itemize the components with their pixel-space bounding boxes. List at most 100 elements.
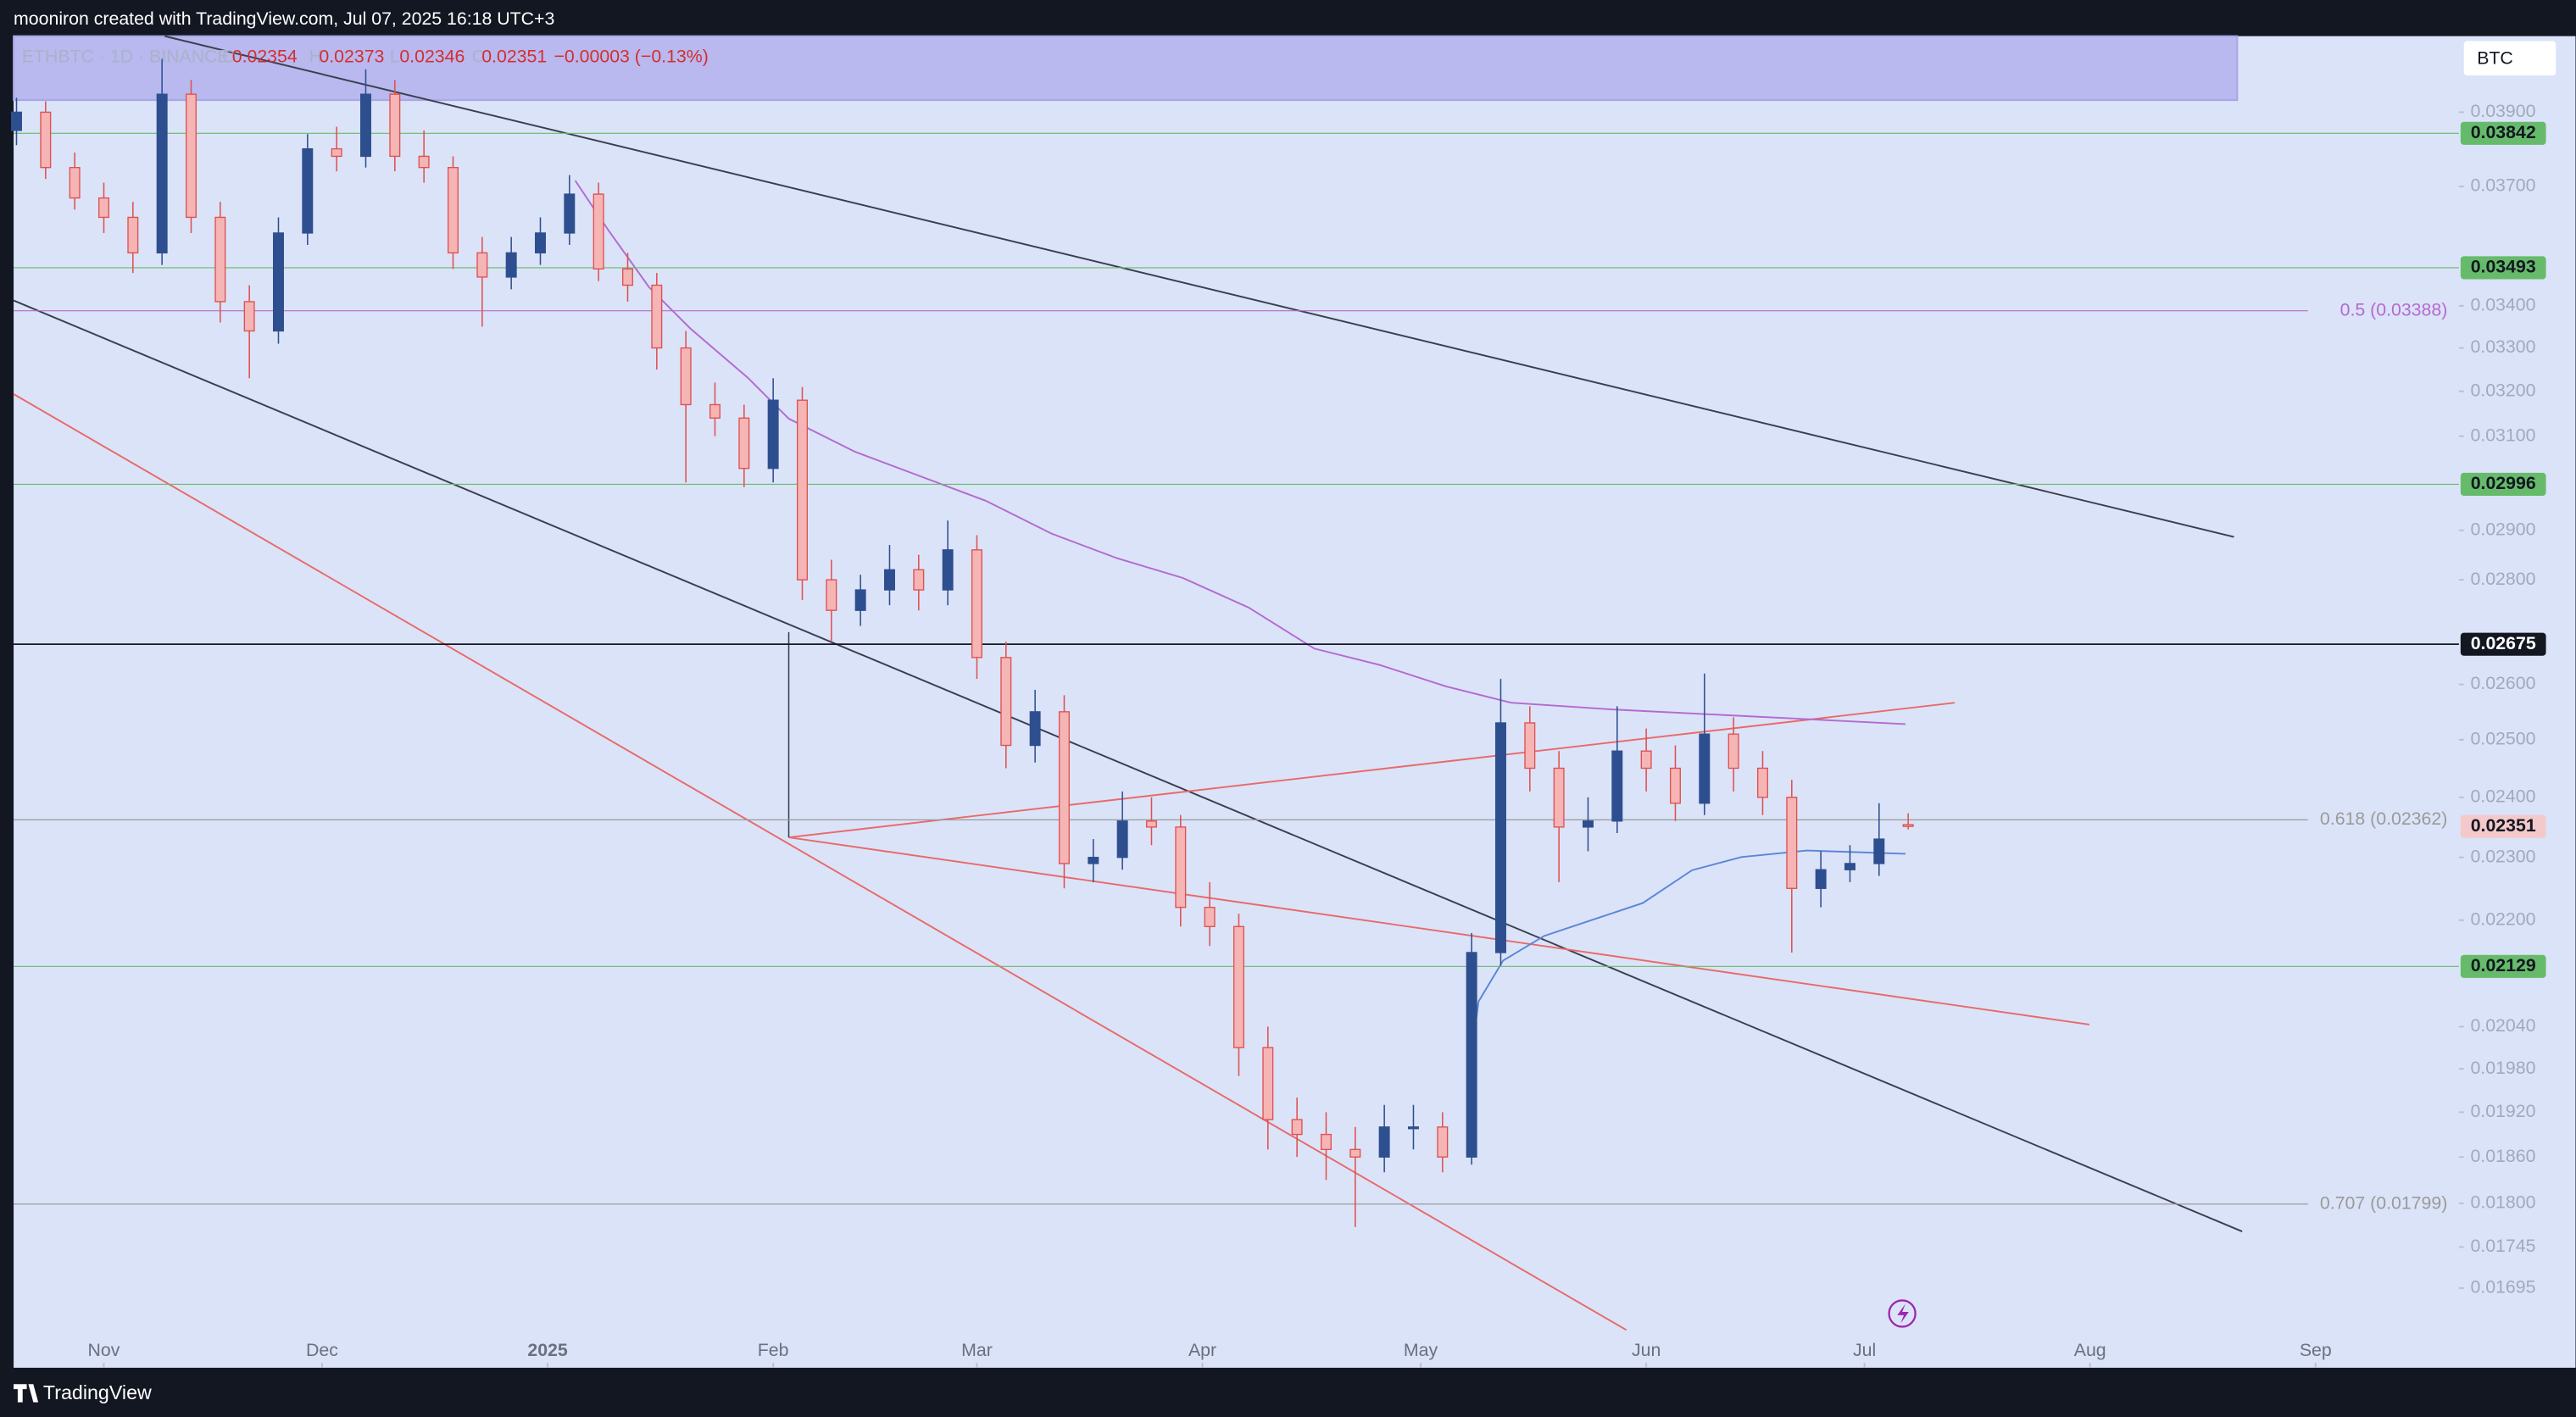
candle-body — [1116, 820, 1128, 859]
x-tick-label: Jul — [1853, 1340, 1876, 1360]
candle-body — [418, 155, 430, 169]
level-price-label: 0.02675 — [2471, 633, 2536, 653]
x-tick-label: Dec — [306, 1340, 338, 1360]
candle-body — [1145, 820, 1157, 828]
level-price-label: 0.03493 — [2471, 257, 2536, 277]
candle-body — [767, 399, 779, 470]
fib-label: 0.707 (0.01799) — [2320, 1192, 2447, 1213]
candle-body — [1088, 856, 1099, 864]
y-tick-label: 0.02500 — [2470, 728, 2535, 748]
x-tick-label: Mar — [961, 1340, 993, 1360]
candle-body — [302, 147, 314, 234]
level-price-label: 0.02996 — [2471, 473, 2536, 493]
candle-body — [593, 193, 604, 270]
candle-body — [651, 284, 663, 349]
candle-body — [1815, 869, 1827, 889]
y-tick-label: 0.03900 — [2470, 101, 2535, 121]
level-price-label-box — [2460, 472, 2546, 497]
level-price-label: 0.03842 — [2471, 122, 2536, 142]
level-price-label-box — [2460, 632, 2546, 656]
candle-body — [1756, 767, 1768, 798]
ohlc-value: 0.02373 — [319, 46, 384, 66]
candle-body — [1320, 1133, 1332, 1150]
alert-icon[interactable] — [1888, 1299, 1917, 1328]
candle-body — [680, 347, 692, 406]
brand-logo — [14, 1384, 39, 1403]
candle-body — [796, 399, 808, 581]
y-tick-label: 0.03100 — [2470, 425, 2535, 445]
change: −0.00003 (−0.13%) — [554, 46, 708, 66]
candle-body — [1728, 733, 1739, 770]
x-tick-label: Aug — [2074, 1340, 2106, 1360]
fib-label: 0.5 (0.03388) — [2340, 299, 2448, 320]
currency-box — [2463, 41, 2557, 76]
candle-body — [331, 147, 342, 158]
x-tick-label: Apr — [1188, 1340, 1216, 1360]
candle-body — [738, 417, 750, 470]
candle-body — [185, 93, 197, 219]
ohlc-key: C — [472, 46, 485, 66]
y-tick-label: 0.02900 — [2470, 519, 2535, 539]
brand: TradingView — [43, 1381, 152, 1403]
y-tick-label: 0.02400 — [2470, 786, 2535, 806]
candle-body — [1553, 767, 1565, 828]
candle-body — [1437, 1126, 1449, 1158]
candle-body — [1029, 711, 1041, 747]
candle-body — [359, 93, 371, 158]
y-tick-label: 0.02040 — [2470, 1015, 2535, 1036]
candle-body — [1204, 906, 1216, 927]
candle-body — [621, 268, 633, 286]
candle-body — [1873, 838, 1885, 864]
plot-area — [14, 36, 2576, 1368]
attribution: mooniron created with TradingView.com, J… — [14, 8, 554, 29]
y-tick-label: 0.02300 — [2470, 846, 2535, 866]
ohlc-value: 0.02346 — [399, 46, 465, 66]
level-price-label-box — [2460, 256, 2546, 280]
candle-body — [534, 232, 546, 254]
candle-body — [564, 193, 576, 234]
alert-icon-bolt — [1897, 1303, 1909, 1324]
candle-body — [1844, 863, 1855, 870]
candle-body — [1378, 1126, 1390, 1158]
candle-body — [1611, 750, 1623, 822]
x-tick-label: Feb — [758, 1340, 789, 1360]
y-tick-label: 0.01860 — [2470, 1146, 2535, 1166]
trend-line — [164, 35, 2234, 538]
candle-body — [1291, 1119, 1303, 1136]
candle-body — [243, 301, 255, 332]
candle-body — [883, 569, 895, 591]
trend-line — [788, 702, 1956, 839]
x-tick-label: 2025 — [527, 1340, 568, 1360]
level-price-label-box — [2460, 121, 2546, 145]
x-tick-label: Sep — [2300, 1340, 2332, 1360]
candle-body — [97, 197, 109, 219]
candle-body — [476, 252, 488, 278]
level-price-label-box — [2460, 954, 2546, 978]
candle-body — [1058, 711, 1070, 864]
candle-body — [1786, 797, 1798, 889]
y-tick-label: 0.01920 — [2470, 1101, 2535, 1121]
y-tick-label: 0.03300 — [2470, 336, 2535, 357]
candle-body — [447, 167, 459, 254]
ohlc-key: L — [390, 46, 400, 66]
last-price-label-box — [2460, 814, 2546, 838]
candle-body — [127, 216, 139, 254]
y-tick-label: 0.03200 — [2470, 380, 2535, 400]
y-tick-label: 0.02600 — [2470, 673, 2535, 693]
candle-body — [854, 589, 866, 611]
candle-body — [10, 111, 22, 131]
y-tick-label: 0.02800 — [2470, 569, 2535, 589]
candle-body — [272, 232, 284, 332]
x-tick-label: Nov — [88, 1340, 120, 1360]
candle-body — [1232, 925, 1244, 1048]
candle-body — [1407, 1126, 1419, 1130]
y-tick-label: 0.03400 — [2470, 294, 2535, 314]
ohlc-value: 0.02351 — [481, 46, 547, 66]
moving-average — [574, 180, 1906, 725]
candle-body — [1524, 722, 1536, 770]
drawings — [13, 35, 2243, 1331]
vwap-line — [1466, 849, 1906, 1092]
y-tick-label: 0.03700 — [2470, 175, 2535, 196]
candle-body — [709, 403, 721, 419]
